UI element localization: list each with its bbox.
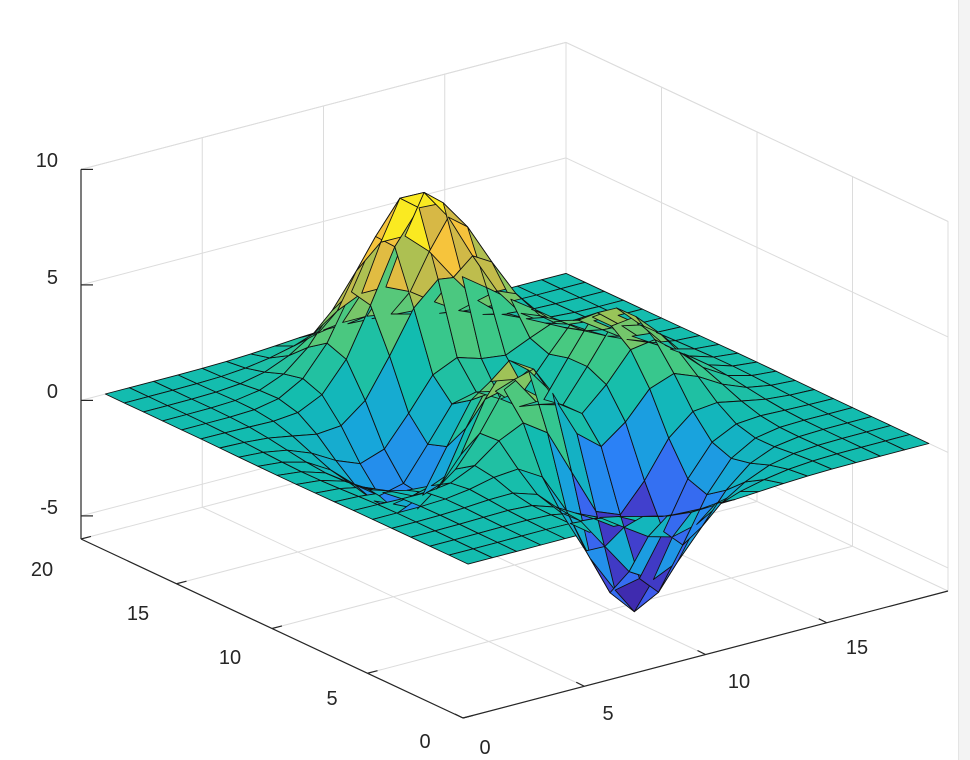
x-tick-mark	[575, 681, 585, 687]
y-tick-label: 20	[31, 559, 53, 581]
back-wall-grid-line	[80, 157, 567, 286]
axes	[80, 168, 949, 719]
x-tick-mark	[818, 618, 828, 624]
box-edge	[80, 41, 567, 170]
z-tick-label: -5	[40, 497, 58, 519]
y-tick-label: 10	[219, 647, 241, 669]
x-tick-label: 0	[479, 737, 490, 759]
x-tick-label: 15	[846, 637, 868, 659]
x-tick-label: 5	[602, 703, 613, 725]
floor-grid-line	[367, 545, 853, 674]
z-tick-label: 0	[47, 381, 58, 403]
z-tick-label: 10	[36, 150, 58, 172]
x-tick-label: 10	[728, 671, 750, 693]
side-wall-grid-line	[565, 157, 949, 338]
y-tick-label: 5	[326, 688, 337, 710]
y-tick-label: 15	[127, 603, 149, 625]
y-tick-mark	[367, 670, 378, 674]
y-tick-label: 0	[419, 731, 430, 753]
tick-labels: 10 5 0 -5 20 15 10 5 0 0 5 10 15	[31, 150, 868, 759]
surface-cell	[885, 434, 930, 451]
y-tick-mark	[462, 714, 474, 719]
box-edge	[565, 41, 949, 222]
z-tick-label: 5	[47, 267, 58, 289]
window-edge	[958, 0, 970, 760]
x-tick-mark	[697, 649, 706, 656]
x-tick-mark	[454, 713, 464, 719]
y-tick-mark	[176, 580, 187, 585]
surface-mesh	[104, 191, 930, 613]
y-tick-mark	[80, 535, 92, 540]
y-tick-mark	[271, 625, 283, 630]
